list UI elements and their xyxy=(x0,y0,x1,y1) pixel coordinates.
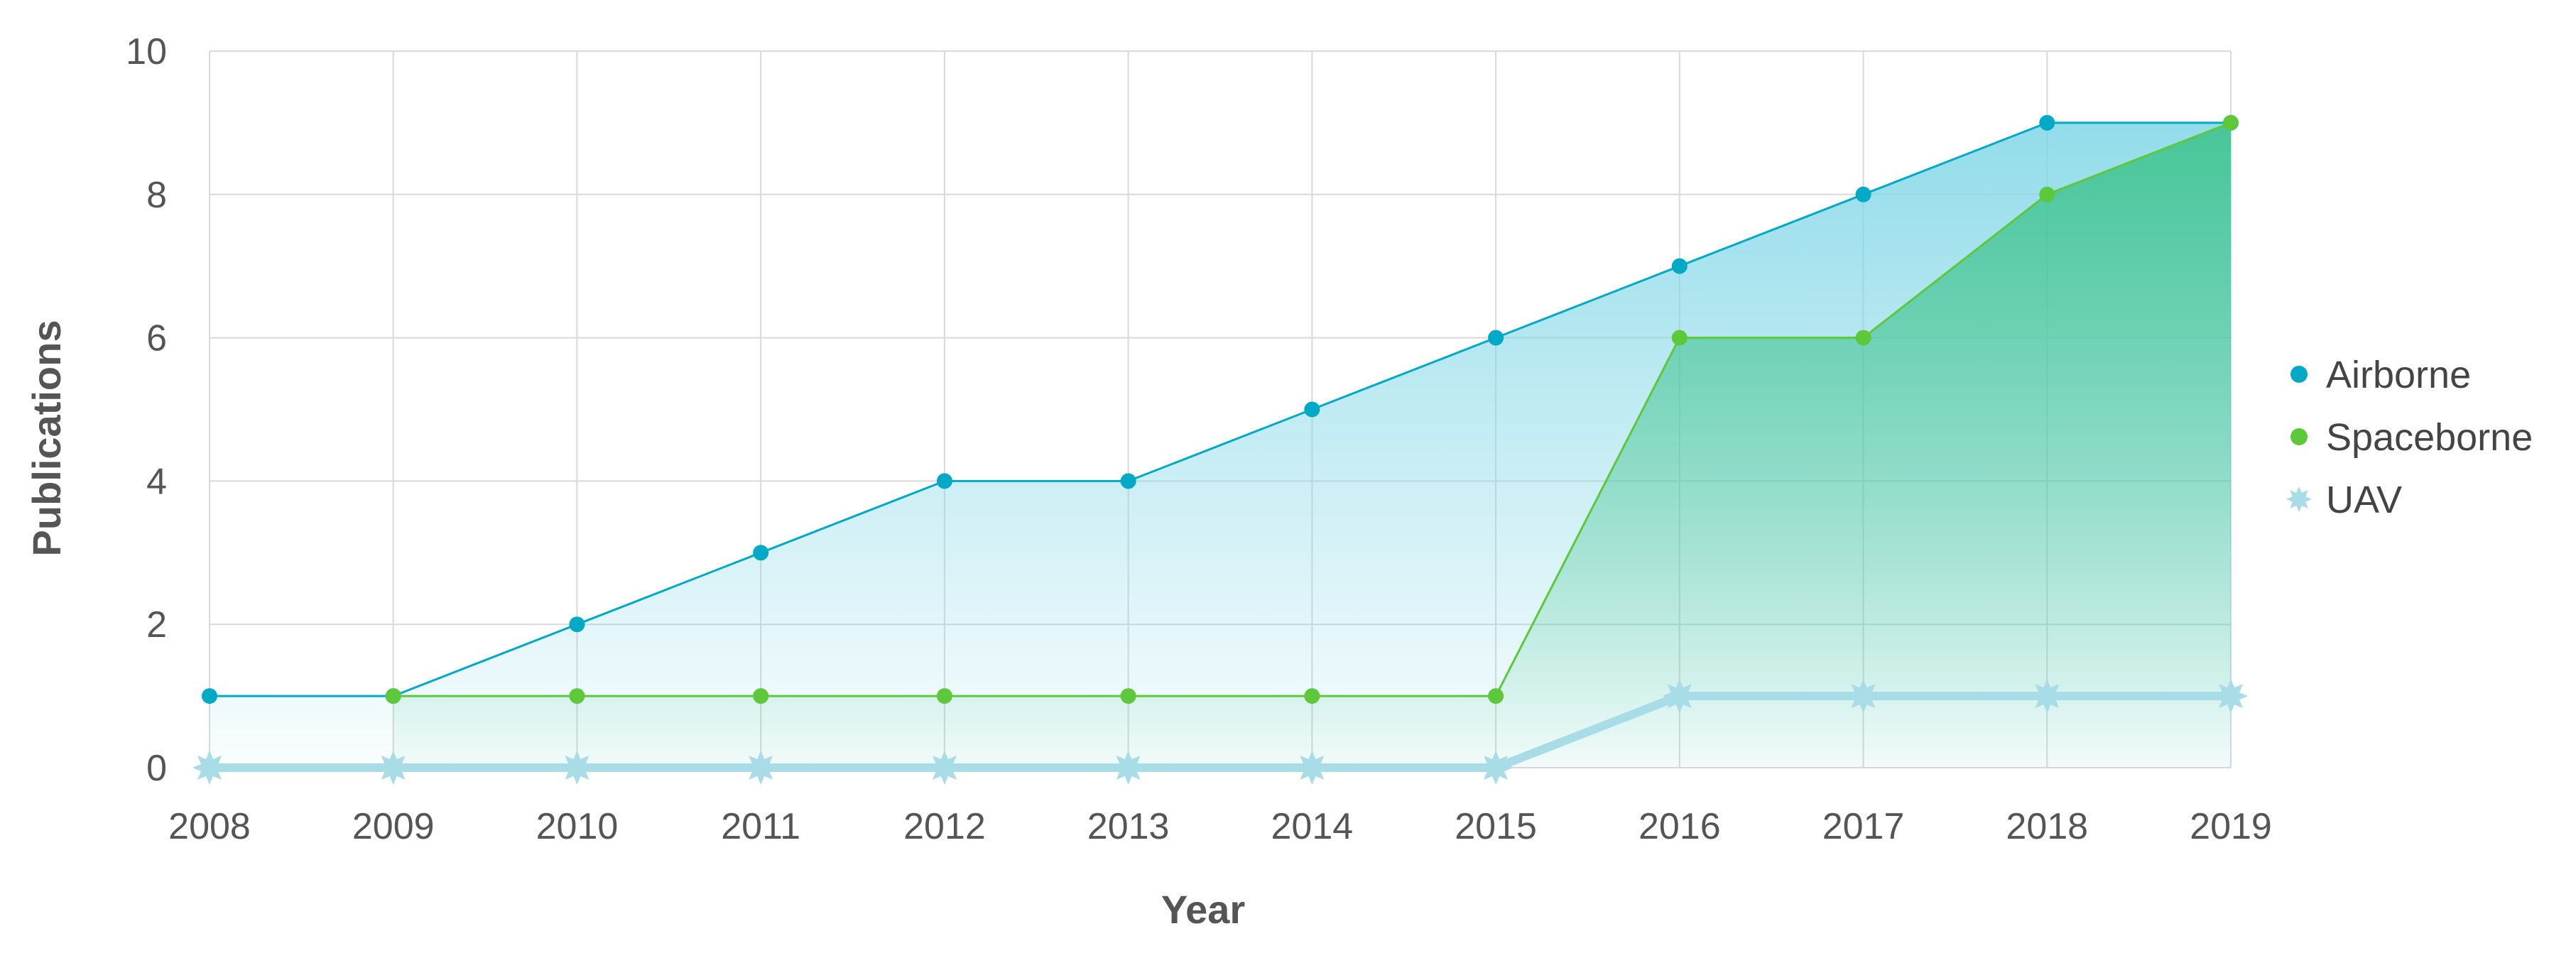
point-uav xyxy=(1295,751,1330,785)
y-tick-label: 8 xyxy=(146,175,167,216)
point-uav xyxy=(560,751,594,785)
point-airborne xyxy=(936,473,952,489)
point-airborne xyxy=(202,688,217,704)
x-tick-label: 2016 xyxy=(1638,806,1721,847)
point-uav xyxy=(1846,679,1881,714)
area-spaceborne xyxy=(393,122,2231,768)
x-tick-label: 2015 xyxy=(1455,806,1537,847)
x-tick-label: 2009 xyxy=(352,806,435,847)
point-airborne xyxy=(1855,186,1871,202)
point-spaceborne xyxy=(2039,186,2055,202)
x-tick-label: 2014 xyxy=(1271,806,1354,847)
legend-marker-airborne xyxy=(2290,366,2308,383)
point-uav xyxy=(2030,679,2065,714)
point-spaceborne xyxy=(1671,330,1688,346)
point-spaceborne xyxy=(1855,330,1871,346)
area-fills xyxy=(210,122,2231,768)
point-uav xyxy=(376,751,411,785)
point-uav xyxy=(1662,679,1697,714)
point-uav xyxy=(192,751,227,785)
point-airborne xyxy=(753,545,769,561)
point-airborne xyxy=(2039,114,2055,131)
y-tick-label: 2 xyxy=(146,604,167,646)
legend-label-airborne: Airborne xyxy=(2326,354,2471,396)
line-airborne xyxy=(210,121,2231,697)
x-axis-ticks: 2008 2009 2010 2011 2012 2013 2014 2015 2016 2017… xyxy=(168,806,2272,847)
legend-marker-uav xyxy=(2286,486,2312,512)
point-spaceborne xyxy=(936,688,952,704)
legend-label-spaceborne: Spaceborne xyxy=(2326,416,2533,459)
point-uav xyxy=(927,751,962,785)
point-spaceborne xyxy=(1304,688,1320,704)
point-airborne xyxy=(569,616,585,633)
x-tick-label: 2018 xyxy=(2006,806,2088,847)
point-airborne xyxy=(1120,473,1136,489)
point-uav xyxy=(2214,679,2248,714)
y-tick-label: 4 xyxy=(146,461,167,502)
point-airborne xyxy=(1488,330,1504,346)
legend-label-uav: UAV xyxy=(2326,479,2402,521)
x-tick-label: 2011 xyxy=(721,806,800,847)
x-tick-label: 2010 xyxy=(536,806,619,847)
x-tick-label: 2008 xyxy=(168,806,251,847)
y-axis-ticks: 0 2 4 6 8 10 xyxy=(126,31,167,789)
point-airborne xyxy=(1304,401,1320,418)
x-tick-label: 2012 xyxy=(903,806,986,847)
point-uav xyxy=(1479,751,1513,785)
point-spaceborne xyxy=(2223,114,2239,131)
point-spaceborne xyxy=(1120,688,1136,704)
point-uav xyxy=(1111,751,1146,785)
point-spaceborne xyxy=(753,688,769,704)
series-markers xyxy=(192,114,2248,785)
y-axis-title: Publications xyxy=(24,320,69,557)
point-uav xyxy=(744,751,778,785)
line-uav xyxy=(210,692,2231,772)
point-spaceborne xyxy=(385,688,401,704)
x-axis-title: Year xyxy=(1161,887,1245,932)
x-tick-label: 2019 xyxy=(2190,806,2272,847)
y-tick-label: 10 xyxy=(126,31,167,72)
legend: Airborne Spaceborne UAV xyxy=(2286,354,2533,521)
point-spaceborne xyxy=(1488,688,1504,704)
x-tick-label: 2013 xyxy=(1087,806,1170,847)
y-tick-label: 0 xyxy=(146,748,167,789)
point-airborne xyxy=(1671,258,1688,274)
y-tick-label: 6 xyxy=(146,318,167,359)
point-spaceborne xyxy=(569,688,585,704)
legend-marker-spaceborne xyxy=(2290,428,2308,445)
x-tick-label: 2017 xyxy=(1822,806,1905,847)
